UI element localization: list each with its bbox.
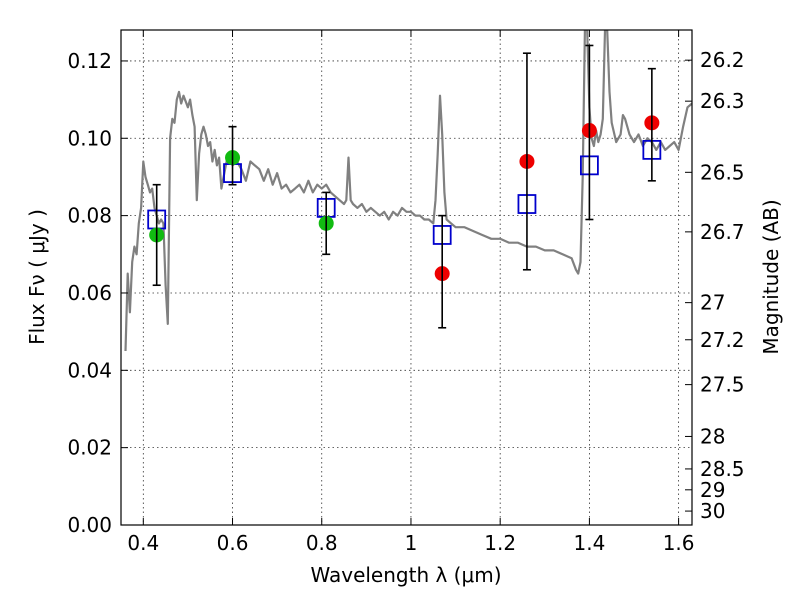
x-tick-label: 0.4 xyxy=(127,531,159,555)
y-tick-label: 0.10 xyxy=(67,126,112,150)
y-right-tick-label: 28 xyxy=(700,424,725,448)
y-right-tick-label: 30 xyxy=(700,499,725,523)
y-right-tick-label: 28.5 xyxy=(700,457,745,481)
y-axis-right-label: Magnitude (AB) xyxy=(759,199,783,354)
y-right-tick-label: 26.2 xyxy=(700,48,745,72)
y-right-tick-label: 26.7 xyxy=(700,220,745,244)
y-right-tick-label: 26.5 xyxy=(700,160,745,184)
y-tick-label: 0.04 xyxy=(67,358,112,382)
spectrum-line xyxy=(124,30,692,352)
y-right-tick-label: 29 xyxy=(700,478,725,502)
y-axis-label: Flux Fν ( μJy ) xyxy=(25,209,49,345)
y-tick-label: 0.06 xyxy=(67,281,112,305)
y-tick-label: 0.00 xyxy=(67,513,112,537)
x-tick-label: 0.6 xyxy=(217,531,249,555)
y-right-tick-label: 27.5 xyxy=(700,373,745,397)
y-tick-label: 0.12 xyxy=(67,49,112,73)
y-tick-label: 0.02 xyxy=(67,436,112,460)
x-tick-label: 1.4 xyxy=(573,531,605,555)
tick-layer: 0.4 0.6 0.8 1 1.2 1.4 1.6 0.00 0.02 0.04 0.06 0.08 0… xyxy=(67,30,745,555)
x-axis-label: Wavelength λ (μm) xyxy=(310,563,501,587)
grid-lines xyxy=(121,30,692,526)
x-tick-label: 0.8 xyxy=(306,531,338,555)
x-tick-label: 1.2 xyxy=(484,531,516,555)
plot-frame xyxy=(120,29,693,526)
y-tick-label: 0.08 xyxy=(67,204,112,228)
x-tick-label: 1 xyxy=(405,531,418,555)
y-right-tick-label: 27 xyxy=(700,291,725,315)
x-tick-label: 1.6 xyxy=(663,531,695,555)
y-right-tick-label: 26.3 xyxy=(700,89,745,113)
data-layer xyxy=(124,30,692,352)
y-right-tick-label: 27.2 xyxy=(700,328,745,352)
